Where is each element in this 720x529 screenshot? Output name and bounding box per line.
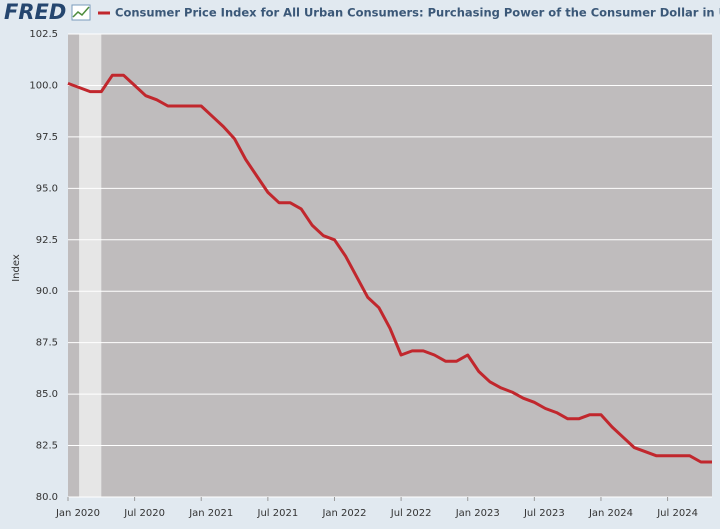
x-tick-label: Jan 2023 [455, 508, 500, 519]
recession-shading [79, 34, 102, 497]
y-tick-label: 85.0 [36, 389, 58, 400]
y-tick-label: 100.0 [29, 80, 58, 91]
x-tick-label: Jul 2022 [390, 508, 432, 519]
x-tick-label: Jan 2020 [55, 508, 100, 519]
y-tick-label: 97.5 [36, 132, 58, 143]
y-tick-label: 90.0 [36, 286, 58, 297]
logo-icon [71, 4, 91, 21]
y-tick-label: 95.0 [36, 183, 58, 194]
x-tick-label: Jan 2022 [321, 508, 366, 519]
x-tick-label: Jul 2021 [257, 508, 299, 519]
y-tick-label: 92.5 [36, 235, 58, 246]
y-tick-label: 87.5 [36, 338, 58, 349]
x-tick-label: Jul 2020 [123, 508, 165, 519]
logo: FRED [4, 0, 66, 24]
x-tick-label: Jul 2024 [656, 508, 698, 519]
x-tick-label: Jul 2023 [523, 508, 565, 519]
x-tick-label: Jan 2024 [588, 508, 633, 519]
legend-label: Consumer Price Index for All Urban Consu… [115, 6, 720, 20]
y-tick-label: 80.0 [36, 492, 58, 503]
x-tick-label: Jan 2021 [188, 508, 233, 519]
data-line [67, 73, 712, 464]
y-axis-label: Index [11, 254, 22, 282]
y-tick-label: 102.5 [29, 29, 58, 40]
y-tick-label: 82.5 [36, 441, 58, 452]
